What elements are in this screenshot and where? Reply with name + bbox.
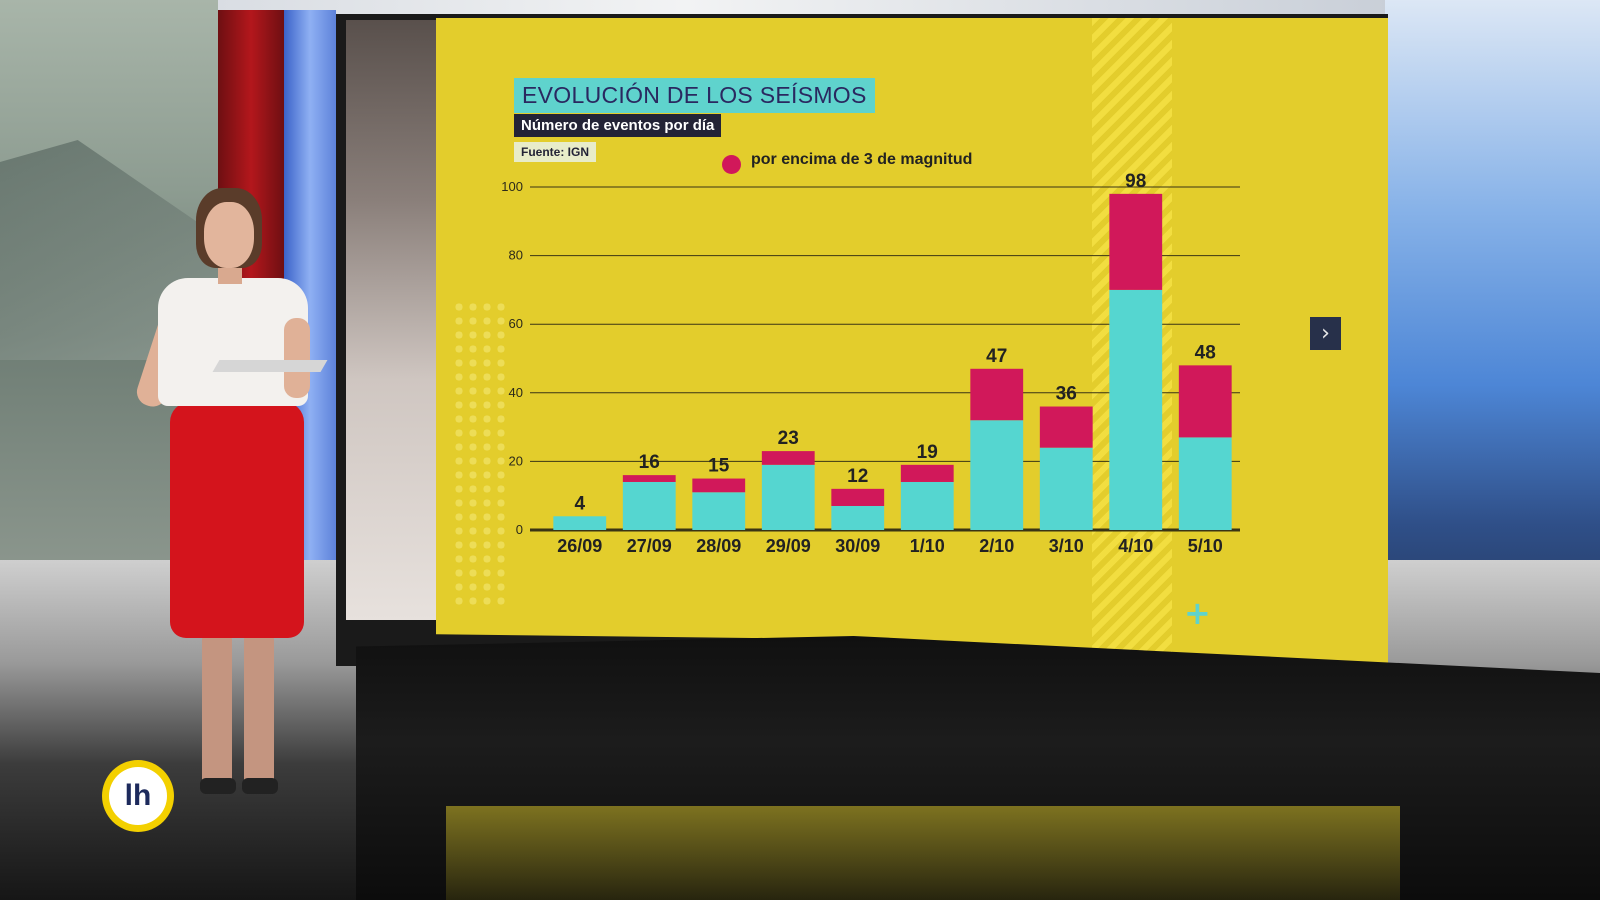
legend-marker [722,155,741,174]
x-tick-label: 3/10 [1049,536,1084,556]
y-tick-label: 20 [509,453,523,468]
chevron-right-icon[interactable]: › [1310,317,1341,350]
bar-segment-base [1178,437,1232,530]
x-tick-label: 4/10 [1118,536,1153,556]
chart-title: EVOLUCIÓN DE LOS SEÍSMOS [514,78,875,113]
y-tick-label: 60 [509,316,523,331]
bar-segment-base [622,481,676,530]
chart-subtitle: Número de eventos por día [514,114,722,137]
channel-logo: lh [102,760,174,832]
bar-segment-base [831,505,885,530]
data-label: 19 [917,442,938,463]
presenter-arm [284,318,310,398]
decorative-dot-grid [452,300,508,610]
chart-source: Fuente: IGN [514,142,596,162]
presenter-tablet [212,360,328,372]
bar-segment-base [1109,289,1163,530]
bar-segment-base [761,464,815,530]
data-label: 48 [1195,342,1216,363]
y-tick-label: 80 [509,248,523,263]
x-tick-label: 29/09 [766,536,811,556]
data-label: 47 [986,346,1007,367]
data-label: 4 [574,493,585,514]
channel-logo-text: lh [109,767,167,825]
bar-segment-base [970,420,1024,530]
presenter-leg [244,632,274,788]
x-tick-label: 30/09 [835,536,880,556]
bar-segment-base [553,516,607,530]
x-tick-label: 26/09 [557,536,602,556]
x-tick-label: 5/10 [1188,536,1223,556]
data-label: 15 [708,456,730,477]
data-label: 12 [847,466,868,487]
y-tick-label: 0 [516,522,523,537]
x-tick-label: 28/09 [696,536,741,556]
bar-segment-base [1039,447,1093,530]
floor-reflection [446,806,1400,900]
data-label: 16 [639,452,660,473]
bar-segment-magnitude [900,464,954,482]
bar-segment-base [692,492,746,530]
bar-segment-magnitude [1178,365,1232,438]
presenter-skirt [170,402,304,638]
data-label: 98 [1125,171,1146,192]
bar-segment-magnitude [831,488,885,506]
presenter-leg [202,632,232,788]
bar-segment-magnitude [1039,406,1093,448]
bar-segment-magnitude [622,475,676,482]
video-wall-photo [346,20,438,620]
presenter-shoe [242,778,278,794]
x-tick-label: 1/10 [910,536,945,556]
bar-segment-magnitude [692,478,746,493]
data-label: 23 [778,428,799,449]
presenter-blouse [158,278,308,406]
legend-label: por encima de 3 de magnitud [751,151,973,168]
data-label: 36 [1056,384,1077,405]
bar-segment-magnitude [761,451,815,465]
y-tick-label: 40 [509,385,523,400]
presenter-shoe [200,778,236,794]
plus-icon: + [1184,594,1211,632]
x-tick-label: 2/10 [979,536,1014,556]
x-tick-label: 27/09 [627,536,672,556]
studio-ceiling [218,0,1388,18]
y-tick-label: 100 [501,179,523,194]
bar-segment-magnitude [1109,193,1163,290]
bar-segment-base [900,481,954,530]
bar-segment-magnitude [970,368,1024,421]
presenter [118,188,328,808]
presenter-face [204,202,254,268]
